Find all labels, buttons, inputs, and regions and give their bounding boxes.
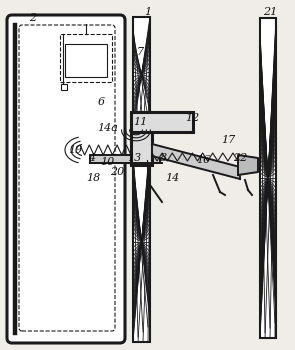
Text: 2: 2 bbox=[30, 13, 37, 23]
Text: 10: 10 bbox=[100, 157, 114, 167]
Text: 17: 17 bbox=[221, 135, 235, 145]
Bar bbox=[133, 142, 150, 342]
Bar bbox=[131, 125, 152, 165]
Text: 6: 6 bbox=[97, 97, 104, 107]
Text: 21: 21 bbox=[263, 7, 277, 17]
Polygon shape bbox=[152, 144, 240, 179]
FancyBboxPatch shape bbox=[7, 15, 125, 343]
Text: 1: 1 bbox=[145, 7, 152, 17]
Polygon shape bbox=[238, 155, 258, 175]
Bar bbox=[60, 34, 112, 82]
Bar bbox=[65, 44, 107, 77]
Text: 7: 7 bbox=[136, 47, 144, 57]
Text: 8: 8 bbox=[159, 153, 167, 163]
Text: 22: 22 bbox=[233, 153, 247, 163]
Text: 12: 12 bbox=[185, 113, 199, 123]
Text: 14: 14 bbox=[165, 173, 179, 183]
Text: 13: 13 bbox=[127, 153, 141, 163]
Text: 19: 19 bbox=[68, 145, 82, 155]
Bar bbox=[133, 17, 150, 132]
Text: 16: 16 bbox=[196, 155, 210, 165]
Bar bbox=[90, 155, 160, 163]
Bar bbox=[260, 18, 276, 338]
Bar bbox=[131, 112, 193, 132]
Text: 4: 4 bbox=[88, 153, 96, 163]
Bar bbox=[61, 84, 67, 90]
Text: 20: 20 bbox=[110, 167, 124, 177]
Text: 18: 18 bbox=[86, 173, 100, 183]
Text: 11: 11 bbox=[133, 117, 147, 127]
Text: 14a: 14a bbox=[98, 123, 118, 133]
